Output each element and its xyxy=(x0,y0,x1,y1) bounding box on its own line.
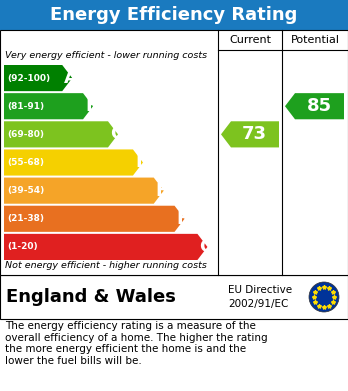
Text: (39-54): (39-54) xyxy=(7,186,44,195)
Polygon shape xyxy=(4,234,207,260)
Text: 2002/91/EC: 2002/91/EC xyxy=(228,299,288,308)
Bar xyxy=(0,275,348,319)
Polygon shape xyxy=(4,93,93,119)
Text: Current: Current xyxy=(229,35,271,45)
Bar xyxy=(0,30,348,275)
Text: 73: 73 xyxy=(242,126,267,143)
Polygon shape xyxy=(4,178,164,204)
Text: Not energy efficient - higher running costs: Not energy efficient - higher running co… xyxy=(5,261,207,270)
Polygon shape xyxy=(285,93,344,119)
Text: The energy efficiency rating is a measure of the
overall efficiency of a home. T: The energy efficiency rating is a measur… xyxy=(5,321,268,366)
Text: Energy Efficiency Rating: Energy Efficiency Rating xyxy=(50,6,298,24)
Polygon shape xyxy=(4,206,184,232)
Text: C: C xyxy=(110,126,123,143)
Text: D: D xyxy=(135,154,150,172)
Text: E: E xyxy=(156,182,168,200)
Text: (81-91): (81-91) xyxy=(7,102,44,111)
Polygon shape xyxy=(4,65,72,91)
Text: (21-38): (21-38) xyxy=(7,214,44,223)
Text: (92-100): (92-100) xyxy=(7,74,50,83)
Text: England & Wales: England & Wales xyxy=(6,288,176,306)
Polygon shape xyxy=(4,149,143,176)
Text: EU Directive: EU Directive xyxy=(228,285,292,295)
Text: (55-68): (55-68) xyxy=(7,158,44,167)
Text: Potential: Potential xyxy=(291,35,340,45)
Polygon shape xyxy=(221,121,279,147)
Text: F: F xyxy=(176,210,189,228)
Text: B: B xyxy=(85,97,99,115)
Polygon shape xyxy=(4,121,118,147)
Text: (1-20): (1-20) xyxy=(7,242,38,251)
Text: G: G xyxy=(199,238,214,256)
Text: 85: 85 xyxy=(307,97,332,115)
Text: A: A xyxy=(64,69,78,87)
Circle shape xyxy=(309,282,339,312)
Text: Very energy efficient - lower running costs: Very energy efficient - lower running co… xyxy=(5,51,207,60)
Text: (69-80): (69-80) xyxy=(7,130,44,139)
Bar xyxy=(0,0,348,30)
